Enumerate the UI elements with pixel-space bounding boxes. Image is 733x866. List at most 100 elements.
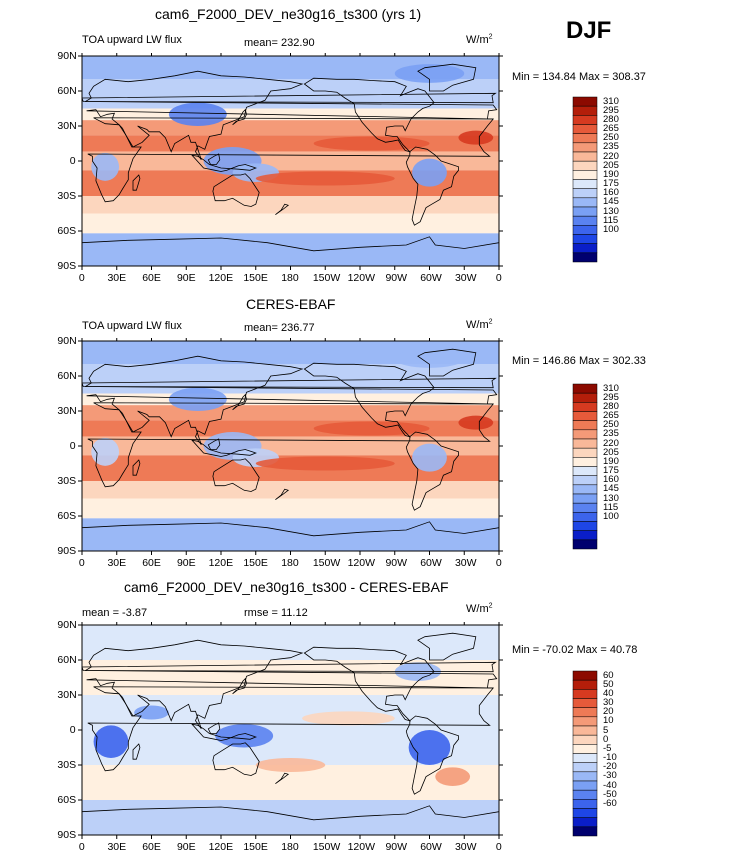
contour-band <box>82 108 499 121</box>
x-tick-label: 150W <box>312 557 341 569</box>
panel-1-minmax: Min = 134.84 Max = 308.37 <box>512 71 646 83</box>
contour-band <box>82 135 499 152</box>
colorbar-swatch <box>572 734 598 745</box>
coastline-borneo <box>207 722 221 734</box>
colorbar-label: 295 <box>603 391 619 403</box>
x-tick-label: 120W <box>347 557 376 569</box>
contour-feature <box>215 724 274 748</box>
coastline-nz <box>275 772 290 785</box>
panel-1-mean: mean= 232.90 <box>244 37 315 49</box>
x-tick-label: 60E <box>142 272 161 284</box>
coastline-japan <box>232 393 247 411</box>
contour-band <box>82 233 499 266</box>
coastline-south_america <box>405 146 459 226</box>
colorbar-swatch <box>572 160 598 171</box>
colorbar-label: 130 <box>603 205 619 217</box>
coastline-indonesia <box>190 439 257 457</box>
colorbar-swatch <box>572 521 598 531</box>
colorbar-label: 100 <box>603 510 619 522</box>
coastline-uk <box>82 377 497 389</box>
x-tick-label: 60W <box>420 841 442 853</box>
coastline-japan <box>232 677 247 695</box>
y-tick-label: 60N <box>57 654 77 666</box>
y-tick-label: 90N <box>57 50 77 62</box>
colorbar-label: 190 <box>603 168 619 180</box>
x-tick-label: 30W <box>454 557 477 569</box>
colorbar-label: -40 <box>603 779 617 791</box>
y-tick-label: 30N <box>57 689 77 701</box>
colorbar-swatch <box>572 707 598 718</box>
colorbar-swatch <box>572 105 598 116</box>
coastline-uk <box>82 661 497 673</box>
contour-feature <box>412 443 447 472</box>
y-tick-label: 30S <box>57 759 77 771</box>
colorbar-swatch <box>572 789 598 800</box>
panel-1-variable-label: TOA upward LW flux <box>82 34 182 46</box>
coastline-nz <box>275 488 290 501</box>
contour-feature <box>255 171 395 186</box>
colorbar-label: 5 <box>603 724 609 736</box>
y-tick-label: 90S <box>57 829 77 841</box>
coastline-greenland <box>417 632 477 661</box>
x-tick-label: 0 <box>495 841 502 853</box>
x-tick-label: 180 <box>281 557 299 569</box>
colorbar-swatch <box>572 115 598 125</box>
contour-band <box>82 800 499 835</box>
colorbar-label: 310 <box>603 382 619 394</box>
colorbar-swatch <box>572 429 598 440</box>
y-tick-label: 90S <box>57 545 77 557</box>
panel-3-rmse: rmse = 11.12 <box>244 607 308 619</box>
y-tick-label: 90S <box>57 260 77 272</box>
x-tick-label: 90E <box>176 557 196 569</box>
contour-feature <box>313 136 430 151</box>
contour-feature <box>412 158 447 187</box>
colorbar-swatch <box>572 252 598 263</box>
colorbar-swatch <box>572 530 598 541</box>
coastline-indonesia <box>190 723 257 741</box>
contour-feature <box>408 730 451 765</box>
colorbar-swatch <box>572 689 598 699</box>
panel-1-title: cam6_F2000_DEV_ne30g16_ts300 (yrs 1) <box>155 6 422 22</box>
colorbar-swatch <box>572 466 598 476</box>
x-tick-label: 90W <box>385 272 408 284</box>
colorbar-swatch <box>572 142 598 153</box>
colorbar-label: 280 <box>603 400 619 412</box>
x-tick-label: 120W <box>347 272 376 284</box>
x-tick-label: 0 <box>78 272 85 284</box>
colorbar-label: 60 <box>603 669 614 681</box>
map-panel-3 <box>82 625 499 835</box>
contour-feature <box>91 152 120 181</box>
x-tick-label: 120E <box>208 272 234 284</box>
colorbar-swatch <box>572 457 598 467</box>
x-tick-label: 30W <box>454 272 477 284</box>
contour-band <box>82 420 499 437</box>
coastline-borneo <box>207 153 221 165</box>
contour-feature <box>394 349 465 368</box>
colorbar-swatch <box>572 151 598 162</box>
contour-band <box>82 393 499 406</box>
contour-band <box>82 120 499 136</box>
panel-3-units: W/m2 <box>466 602 493 615</box>
colorbar-swatch <box>572 411 598 421</box>
x-tick-label: 0 <box>78 841 85 853</box>
y-tick-label: 30N <box>57 405 77 417</box>
y-tick-label: 30N <box>57 120 77 132</box>
coastline-europe_asia <box>84 70 498 161</box>
colorbar-swatch <box>572 817 598 828</box>
coastline-madagascar <box>132 743 141 760</box>
contour-band <box>82 151 499 171</box>
colorbar-label: 40 <box>603 687 614 699</box>
contour-feature <box>134 705 169 720</box>
coastline-africa <box>87 117 495 203</box>
x-tick-label: 60W <box>420 272 442 284</box>
coastline-australia <box>212 458 260 492</box>
x-tick-label: 0 <box>78 557 85 569</box>
contour-band <box>82 625 499 660</box>
colorbar-label: 220 <box>603 150 619 162</box>
colorbar-label: 295 <box>603 104 619 116</box>
panel-2-mean: mean= 236.77 <box>244 322 315 334</box>
colorbar-swatch <box>572 493 598 504</box>
contour-feature <box>91 437 120 466</box>
colorbar-label: 0 <box>603 733 609 745</box>
colorbar-label: 310 <box>603 95 619 107</box>
